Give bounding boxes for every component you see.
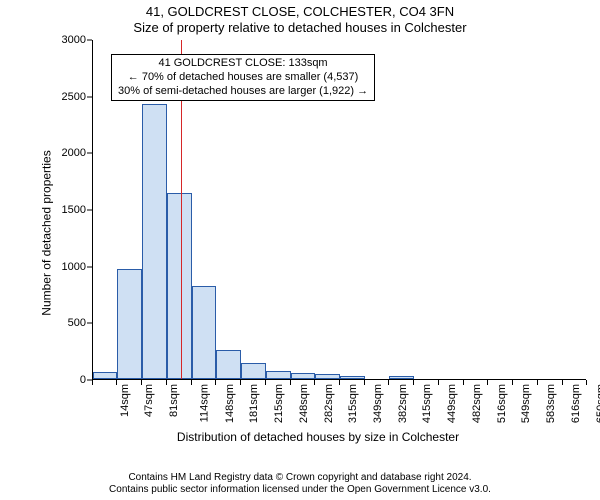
- footer-line-1: Contains HM Land Registry data © Crown c…: [0, 472, 600, 484]
- x-tick-mark: [463, 380, 464, 385]
- x-tick-label: 148sqm: [224, 384, 236, 423]
- y-tick-label: 0: [80, 374, 86, 386]
- plot-area: Number of detached properties 0500100015…: [46, 40, 590, 426]
- histogram-bar: [291, 373, 315, 379]
- histogram-bar: [340, 376, 364, 379]
- x-tick-mark: [487, 380, 488, 385]
- x-tick-label: 516sqm: [496, 384, 508, 423]
- histogram-bar: [142, 104, 166, 379]
- x-tick-mark: [562, 380, 563, 385]
- chart-heading: 41, GOLDCREST CLOSE, COLCHESTER, CO4 3FN: [0, 0, 600, 20]
- x-tick-label: 415sqm: [421, 384, 433, 423]
- x-tick-mark: [265, 380, 266, 385]
- histogram-bar: [241, 363, 265, 379]
- histogram-bar: [266, 371, 291, 379]
- chart-subheading: Size of property relative to detached ho…: [0, 20, 600, 36]
- x-tick-label: 449sqm: [446, 384, 458, 423]
- x-tick-label: 282sqm: [323, 384, 335, 423]
- x-tick-mark: [512, 380, 513, 385]
- annotation-line-3: 30% of semi-detached houses are larger (…: [118, 85, 368, 99]
- histogram-bar: [315, 374, 340, 379]
- histogram-bar: [93, 372, 117, 379]
- x-tick-label: 47sqm: [143, 384, 155, 417]
- x-axis: 14sqm 47sqm 81sqm 114sqm 148sqm 181sqm 215sqm 2…: [92, 380, 586, 426]
- x-tick-label: 114sqm: [198, 384, 210, 422]
- x-tick-label: 482sqm: [471, 384, 483, 423]
- x-tick-mark: [364, 380, 365, 385]
- y-axis: 050010001500200025003000: [58, 40, 92, 380]
- x-tick-label: 650sqm: [595, 384, 600, 423]
- footer-line-2: Contains public sector information licen…: [0, 484, 600, 496]
- x-tick-label: 81sqm: [169, 384, 181, 417]
- x-tick-mark: [314, 380, 315, 385]
- x-tick-label: 382sqm: [397, 384, 409, 423]
- histogram-plot: 41 GOLDCREST CLOSE: 133sqm ← 70% of deta…: [92, 40, 586, 380]
- x-tick-label: 14sqm: [119, 384, 131, 417]
- x-tick-label: 181sqm: [248, 384, 260, 423]
- x-tick-mark: [92, 380, 93, 385]
- x-tick-mark: [240, 380, 241, 385]
- chart-container: 41, GOLDCREST CLOSE, COLCHESTER, CO4 3FN…: [0, 0, 600, 500]
- y-axis-label: Number of detached properties: [40, 40, 54, 426]
- x-tick-label: 349sqm: [373, 384, 385, 423]
- histogram-bar: [389, 376, 414, 379]
- histogram-bar: [192, 286, 216, 379]
- x-tick-mark: [413, 380, 414, 385]
- x-tick-mark: [339, 380, 340, 385]
- x-tick-mark: [116, 380, 117, 385]
- y-tick-label: 2500: [62, 91, 86, 103]
- y-tick-label: 1000: [62, 261, 86, 273]
- x-axis-label: Distribution of detached houses by size …: [46, 430, 590, 444]
- x-tick-mark: [388, 380, 389, 385]
- x-tick-mark: [166, 380, 167, 385]
- x-tick-mark: [141, 380, 142, 385]
- histogram-bar: [167, 193, 192, 379]
- x-tick-label: 215sqm: [274, 384, 286, 423]
- x-tick-label: 616sqm: [570, 384, 582, 423]
- y-tick-label: 2000: [62, 147, 86, 159]
- annotation-box: 41 GOLDCREST CLOSE: 133sqm ← 70% of deta…: [111, 54, 375, 101]
- x-tick-label: 248sqm: [298, 384, 310, 423]
- x-tick-mark: [586, 380, 587, 385]
- y-tick-label: 500: [68, 317, 86, 329]
- y-tick-label: 1500: [62, 204, 86, 216]
- x-tick-mark: [191, 380, 192, 385]
- annotation-line-2: ← 70% of detached houses are smaller (4,…: [118, 71, 368, 85]
- y-tick-label: 3000: [62, 34, 86, 46]
- x-tick-label: 583sqm: [545, 384, 557, 423]
- annotation-line-1: 41 GOLDCREST CLOSE: 133sqm: [118, 57, 368, 71]
- x-tick-mark: [537, 380, 538, 385]
- attribution-footer: Contains HM Land Registry data © Crown c…: [0, 472, 600, 500]
- x-tick-label: 549sqm: [520, 384, 532, 423]
- x-tick-mark: [290, 380, 291, 385]
- x-tick-label: 315sqm: [347, 384, 359, 423]
- histogram-bar: [216, 350, 241, 379]
- histogram-bar: [117, 269, 142, 379]
- x-tick-mark: [438, 380, 439, 385]
- x-tick-mark: [215, 380, 216, 385]
